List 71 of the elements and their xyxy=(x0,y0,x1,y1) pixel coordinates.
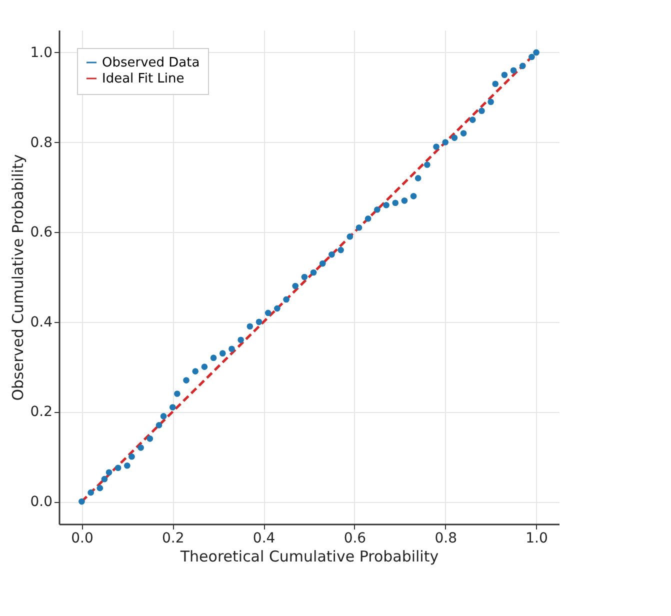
y-tick-label: 1.0 xyxy=(30,44,52,61)
point xyxy=(174,390,180,397)
y-tick-label: 0.0 xyxy=(30,494,52,510)
point xyxy=(492,80,499,88)
point xyxy=(238,336,244,344)
point xyxy=(414,175,422,182)
point xyxy=(301,274,308,280)
point xyxy=(156,422,162,428)
point xyxy=(292,282,299,290)
point xyxy=(138,444,144,451)
x-tick-label: 0.4 xyxy=(252,530,276,546)
x-tick-label: 0.8 xyxy=(434,530,457,546)
point xyxy=(114,464,122,472)
point xyxy=(488,98,494,106)
point xyxy=(210,354,217,361)
point xyxy=(469,116,476,123)
x-axis-title: Theoretical Cumulative Probability xyxy=(179,548,439,566)
point xyxy=(160,413,167,420)
point xyxy=(401,198,408,204)
point xyxy=(274,305,280,312)
y-tick-label: 0.8 xyxy=(30,134,52,151)
point xyxy=(192,368,199,374)
point xyxy=(501,72,508,78)
x-tick-label: 0.0 xyxy=(71,530,94,546)
point xyxy=(392,200,399,206)
point xyxy=(128,453,135,460)
point xyxy=(356,224,362,231)
point xyxy=(338,246,344,254)
point xyxy=(328,251,335,258)
point xyxy=(228,346,235,352)
point xyxy=(460,130,467,136)
point xyxy=(528,54,535,60)
y-axis-title: Observed Cumulative Probability xyxy=(9,154,28,401)
point xyxy=(383,202,390,208)
point xyxy=(246,323,254,330)
point xyxy=(169,404,176,410)
point xyxy=(346,233,354,240)
point xyxy=(264,310,272,316)
point xyxy=(101,476,108,482)
legend-label: Ideal Fit Line xyxy=(102,72,184,86)
point xyxy=(424,162,430,168)
x-tick-label: 0.6 xyxy=(344,530,366,546)
y-tick-label: 0.6 xyxy=(30,224,53,241)
point xyxy=(374,206,380,213)
point xyxy=(510,67,517,74)
point xyxy=(442,139,449,146)
point xyxy=(519,62,526,70)
point xyxy=(433,144,440,150)
point xyxy=(451,134,458,141)
point xyxy=(410,193,417,200)
x-tick-label: 0.2 xyxy=(162,530,184,546)
point xyxy=(183,377,190,384)
x-tick-label: 1.0 xyxy=(526,530,548,546)
point xyxy=(96,484,104,492)
point xyxy=(201,364,208,370)
y-tick-label: 0.2 xyxy=(30,404,52,420)
point xyxy=(146,436,154,442)
point xyxy=(319,260,326,267)
point xyxy=(533,49,540,56)
point xyxy=(219,350,226,356)
legend-label: Observed Data xyxy=(102,56,200,70)
point xyxy=(364,215,372,222)
point xyxy=(256,318,262,326)
point xyxy=(88,489,94,496)
y-tick-label: 0.4 xyxy=(30,314,53,330)
point xyxy=(124,462,130,469)
point xyxy=(78,498,85,505)
point xyxy=(283,296,290,303)
point xyxy=(106,469,112,476)
point xyxy=(310,269,317,276)
point xyxy=(478,108,485,114)
